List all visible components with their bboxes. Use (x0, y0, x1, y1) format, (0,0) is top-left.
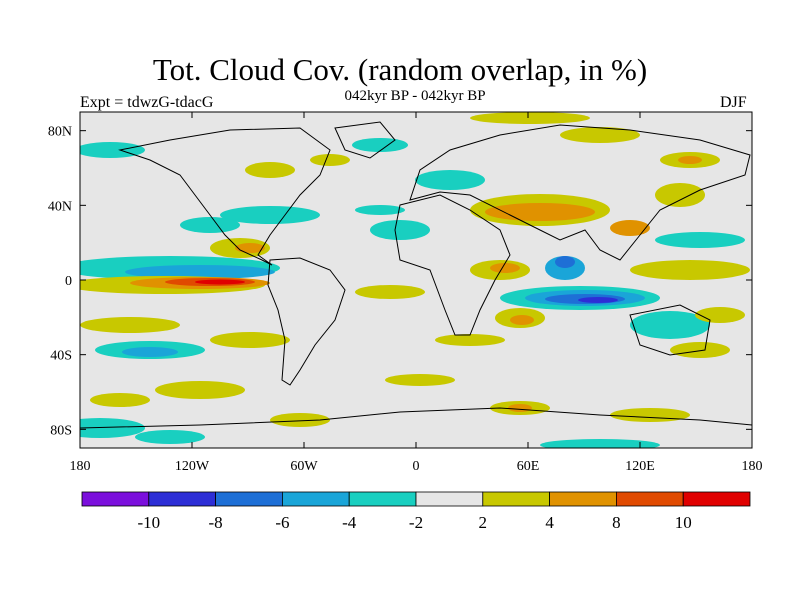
colorbar (81, 491, 751, 507)
lon-tick-label: 180 (742, 459, 763, 474)
lon-tick-label: 60W (290, 459, 318, 474)
lon-tick-label: 60E (517, 459, 540, 474)
colorbar-label: 8 (612, 513, 621, 532)
colorbar-swatch (148, 491, 217, 507)
colorbar-swatch (482, 491, 550, 507)
colorbar-swatch (616, 491, 684, 507)
colorbar-label: -10 (137, 513, 160, 532)
lat-tick-label: 40S (50, 349, 72, 364)
colorbar-swatch (549, 491, 617, 507)
colorbar-label: -4 (342, 513, 357, 532)
colorbar-label: -6 (275, 513, 289, 532)
antarctica-coastline (80, 407, 752, 429)
positive-anomaly-patches (80, 112, 750, 427)
map-title: Tot. Cloud Cov. (random overlap, in %) (152, 52, 648, 87)
lon-tick-label: 0 (413, 459, 420, 474)
colorbar-label: 10 (675, 513, 692, 532)
australia-coastline (629, 304, 711, 356)
south-america-coastline (267, 257, 346, 386)
anomaly-fields (80, 112, 750, 448)
colorbar-swatch (348, 491, 417, 507)
colorbar-label: 4 (545, 513, 554, 532)
longitude-axis: 180 120W 60W 0 60E 120E 180 (70, 112, 763, 474)
eurasia-coastline (409, 124, 751, 261)
colorbar-swatch (215, 491, 283, 507)
colorbar-swatch (415, 491, 484, 507)
season-label: DJF (720, 94, 747, 111)
africa-coastline (394, 194, 511, 336)
coastlines (80, 121, 752, 429)
lat-tick-label: 40N (48, 199, 72, 214)
north-america-coastline (118, 127, 331, 266)
period-label: 042kyr BP - 042kyr BP (344, 88, 486, 104)
greenland-coastline (334, 121, 396, 159)
colorbar-swatch (281, 491, 350, 507)
colorbar-label: -8 (209, 513, 223, 532)
lon-tick-label: 120E (625, 459, 655, 474)
lat-tick-label: 0 (65, 274, 72, 289)
colorbar-labels: -10 -8 -6 -4 -2 2 4 8 10 (137, 513, 691, 532)
colorbar-swatch (81, 491, 150, 507)
latitude-axis: 80N 40N 0 40S 80S (48, 125, 752, 438)
lon-tick-label: 120W (175, 459, 210, 474)
lat-tick-label: 80S (50, 423, 72, 438)
colorbar-label: 2 (479, 513, 488, 532)
colorbar-swatch (682, 491, 751, 507)
negative-anomaly-patches (80, 138, 745, 448)
experiment-label: Expt = tdwzG-tdacG (80, 94, 214, 111)
lon-tick-label: 180 (70, 459, 91, 474)
lat-tick-label: 80N (48, 125, 72, 140)
colorbar-label: -2 (409, 513, 423, 532)
